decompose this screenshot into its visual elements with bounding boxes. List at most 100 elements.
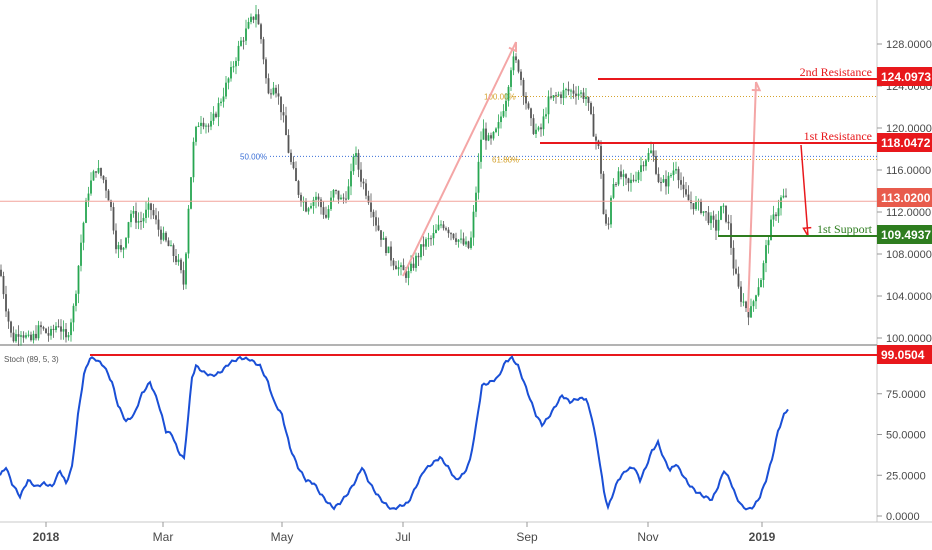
candle-body [762, 263, 765, 280]
candle-body [455, 238, 457, 242]
candle-body [502, 111, 505, 117]
candle-body [37, 325, 40, 339]
fib-100-label: 100.00% [484, 93, 516, 102]
support-resistance-levels[interactable] [90, 78, 877, 356]
1st-support-label: 1st Support [817, 222, 873, 236]
candle-body [207, 125, 210, 127]
recovery-arrow[interactable] [747, 81, 757, 313]
candle-body [707, 212, 710, 224]
candle-body [42, 327, 45, 329]
candle-body [417, 255, 420, 258]
candle-body [202, 122, 205, 127]
stoch-path[interactable] [0, 355, 789, 511]
price-tick-label: 112.0000 [886, 207, 931, 219]
candle-body [695, 202, 697, 210]
candle-body [112, 207, 115, 231]
candle-body [667, 175, 670, 187]
candle-body [177, 259, 180, 263]
candle-body [110, 200, 112, 208]
trend-arrows[interactable] [402, 41, 812, 313]
time-tick-label: 2019 [749, 530, 776, 544]
candle-body [540, 127, 542, 130]
2nd-resistance-value: 124.0973 [881, 70, 931, 84]
candle-body [520, 71, 522, 80]
2nd-resistance-label: 2nd Resistance [800, 65, 872, 79]
candle-body [655, 156, 657, 174]
fibonacci-retracement[interactable]: 100.00% 50.00% 61.80% [240, 93, 877, 165]
candle-body [107, 190, 110, 201]
candle-body [72, 305, 75, 323]
candle-body [460, 238, 462, 240]
candle-body [632, 179, 635, 181]
candle-body [602, 173, 605, 215]
candle-body [630, 179, 632, 184]
candle-body [260, 24, 262, 40]
candle-body [347, 186, 350, 200]
candle-body [700, 200, 702, 214]
candle-body [212, 113, 215, 121]
candle-body [492, 132, 495, 139]
candle-body [645, 160, 647, 167]
candle-body [365, 183, 367, 196]
candle-body [237, 45, 240, 61]
price-tick-label: 128.0000 [886, 39, 932, 51]
candle-body [515, 56, 517, 61]
candle-body [647, 152, 650, 161]
candle-body [422, 244, 425, 247]
current-price-value: 113.0200 [881, 191, 931, 205]
candle-body [755, 295, 757, 302]
price-tick-label: 104.0000 [886, 291, 932, 303]
candle-body [340, 197, 342, 200]
candle-body [247, 21, 250, 29]
candle-body [227, 78, 230, 83]
candle-body [352, 156, 355, 172]
candle-body [587, 96, 590, 103]
recovery-arrow-head [751, 81, 762, 92]
time-tick-label: May [271, 530, 294, 544]
candlestick-series[interactable] [0, 5, 877, 346]
impulse-arrow-head [508, 41, 518, 53]
candle-body [642, 165, 645, 167]
candle-body [322, 207, 325, 215]
candle-body [135, 210, 137, 223]
candle-body [147, 203, 150, 210]
drop-arrow[interactable] [800, 144, 809, 237]
time-tick-label: Nov [637, 530, 658, 544]
candle-body [720, 206, 722, 220]
candle-body [612, 184, 615, 198]
candle-body [575, 93, 577, 96]
candle-body [105, 179, 107, 191]
candle-body [230, 67, 232, 79]
1st-resistance-value: 118.0472 [881, 136, 931, 150]
candle-body [512, 56, 515, 71]
candle-body [625, 174, 627, 179]
candle-body [285, 115, 287, 136]
candle-body [92, 171, 95, 181]
candle-body [2, 275, 5, 295]
candle-body [737, 273, 740, 287]
price-tick-label: 116.0000 [886, 165, 931, 177]
current-price-badge: 113.0200 [877, 188, 932, 207]
candle-body [95, 171, 97, 173]
candle-body [770, 219, 772, 241]
candle-body [130, 213, 132, 223]
candle-body [445, 228, 447, 230]
candle-body [205, 125, 207, 127]
candle-body [550, 96, 552, 98]
candle-body [682, 184, 685, 190]
impulse-arrow[interactable] [402, 41, 517, 277]
candle-body [692, 203, 695, 210]
candle-body [12, 332, 15, 342]
candle-body [327, 209, 330, 218]
candle-body [100, 168, 102, 176]
stochastic-line[interactable] [0, 355, 789, 511]
candle-body [192, 141, 195, 178]
candle-body [217, 103, 220, 118]
candle-body [665, 179, 667, 187]
candle-body [745, 301, 747, 309]
candle-body [517, 60, 520, 72]
price-axis-ticks: 128.0000124.0000120.0000116.0000112.0000… [877, 39, 932, 345]
candle-body [412, 263, 415, 268]
1st-support-badge: 109.4937 [877, 225, 932, 244]
